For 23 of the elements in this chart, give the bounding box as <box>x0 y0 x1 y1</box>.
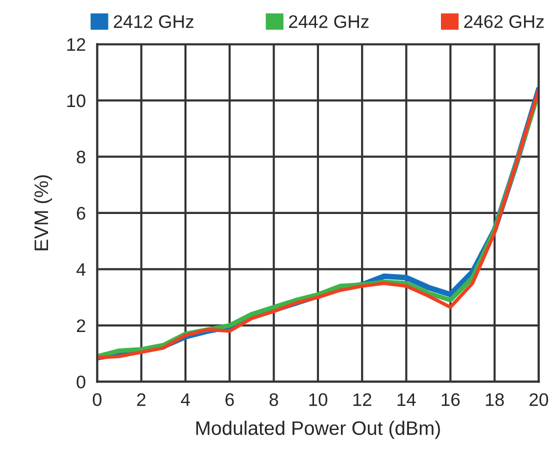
y-tick-label: 6 <box>76 206 86 220</box>
x-tick-label: 0 <box>92 393 102 406</box>
legend-label: 2442 GHz <box>289 15 369 28</box>
x-tick-label: 14 <box>398 393 416 406</box>
x-tick-label: 6 <box>226 393 234 406</box>
y-axis-title: EVM (%) <box>34 175 52 250</box>
x-tick-label: 12 <box>353 393 372 406</box>
x-tick-label: 18 <box>486 393 504 406</box>
y-tick-label: 8 <box>76 150 86 164</box>
y-tick-label: 2 <box>76 319 86 332</box>
y-tick-label: 10 <box>67 94 86 108</box>
y-tick-label: 12 <box>67 38 86 51</box>
x-tick-label: 10 <box>309 393 328 406</box>
x-tick-label: 8 <box>270 393 278 406</box>
y-tick-label: 4 <box>76 263 86 276</box>
x-axis-title: Modulated Power Out (dBm) <box>196 420 440 439</box>
legend-label: 2412 GHz <box>114 15 194 28</box>
legend-label: 2462 GHz <box>464 15 544 28</box>
x-tick-label: 2 <box>137 393 146 406</box>
y-tick-label: 0 <box>76 376 86 388</box>
x-tick-label: 20 <box>530 393 548 406</box>
x-tick-label: 4 <box>180 393 190 406</box>
x-tick-label: 16 <box>442 393 460 406</box>
